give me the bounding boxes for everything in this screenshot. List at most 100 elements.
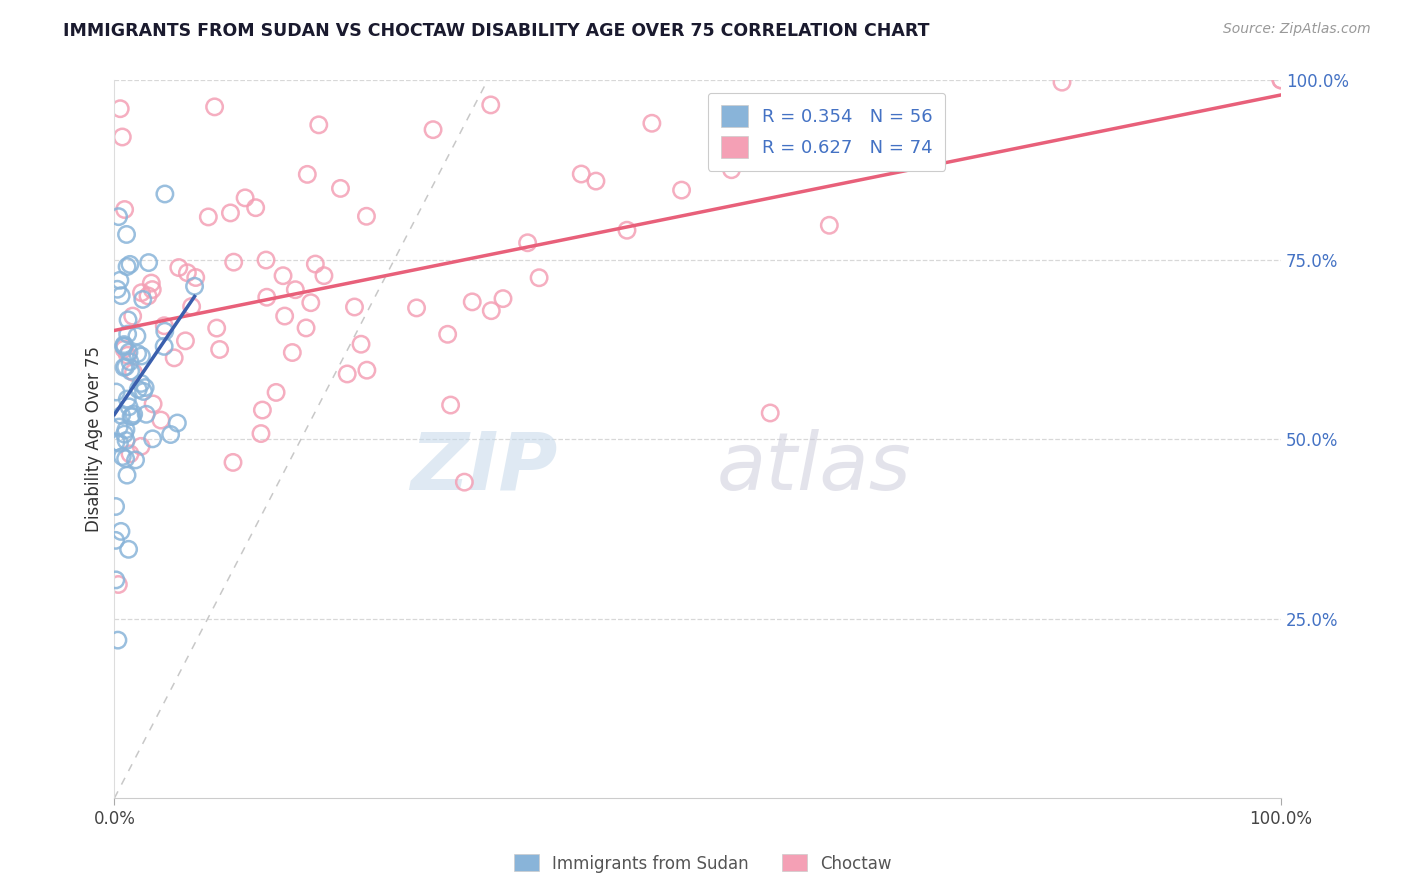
Point: [439, 398, 461, 412]
Point: [138, 255, 160, 269]
Point: [153, 186, 176, 201]
Point: [107, 282, 129, 296]
Point: [114, 202, 136, 217]
Point: [111, 450, 134, 464]
Point: [115, 434, 138, 448]
Point: [585, 174, 607, 188]
Point: [153, 339, 176, 353]
Point: [153, 324, 176, 338]
Point: [918, 102, 941, 116]
Point: [104, 435, 127, 450]
Point: [492, 292, 515, 306]
Point: [110, 102, 132, 116]
Point: [299, 295, 322, 310]
Point: [110, 524, 132, 539]
Point: [350, 337, 373, 351]
Point: [112, 360, 135, 375]
Point: [569, 167, 592, 181]
Point: [256, 290, 278, 304]
Point: [222, 255, 245, 269]
Point: [118, 345, 141, 359]
Point: [114, 427, 136, 442]
Point: [104, 533, 127, 548]
Legend: Immigrants from Sudan, Choctaw: Immigrants from Sudan, Choctaw: [508, 847, 898, 880]
Point: [222, 455, 245, 469]
Point: [132, 293, 155, 307]
Point: [671, 183, 693, 197]
Point: [527, 270, 550, 285]
Point: [197, 210, 219, 224]
Point: [136, 289, 159, 303]
Point: [167, 260, 190, 275]
Point: [112, 337, 135, 351]
Point: [129, 376, 152, 391]
Point: [245, 201, 267, 215]
Point: [121, 409, 143, 424]
Point: [159, 427, 181, 442]
Point: [114, 451, 136, 466]
Point: [107, 210, 129, 224]
Point: [759, 406, 782, 420]
Point: [254, 253, 277, 268]
Point: [115, 260, 138, 274]
Point: [479, 303, 502, 318]
Point: [422, 122, 444, 136]
Point: [818, 219, 841, 233]
Point: [108, 436, 131, 450]
Point: [118, 447, 141, 461]
Point: [356, 363, 378, 377]
Point: [204, 100, 226, 114]
Point: [141, 276, 163, 290]
Point: [174, 334, 197, 348]
Point: [720, 162, 742, 177]
Point: [105, 384, 128, 399]
Point: [281, 345, 304, 359]
Point: [336, 367, 359, 381]
Y-axis label: Disability Age Over 75: Disability Age Over 75: [86, 346, 103, 532]
Point: [108, 273, 131, 287]
Point: [163, 351, 186, 365]
Point: [115, 227, 138, 242]
Point: [516, 235, 538, 250]
Point: [142, 397, 165, 411]
Point: [107, 577, 129, 591]
Point: [343, 300, 366, 314]
Point: [132, 384, 155, 399]
Point: [436, 327, 458, 342]
Point: [1270, 73, 1292, 87]
Point: [166, 416, 188, 430]
Point: [111, 130, 134, 145]
Point: [153, 318, 176, 333]
Point: [110, 288, 132, 302]
Point: [453, 475, 475, 490]
Point: [117, 327, 139, 342]
Text: ZIP: ZIP: [411, 429, 558, 507]
Point: [117, 348, 139, 362]
Point: [117, 392, 139, 406]
Point: [131, 349, 153, 363]
Point: [252, 403, 274, 417]
Point: [208, 343, 231, 357]
Point: [131, 285, 153, 300]
Point: [284, 283, 307, 297]
Point: [149, 413, 172, 427]
Point: [112, 342, 135, 356]
Point: [125, 329, 148, 343]
Point: [329, 181, 352, 195]
Point: [308, 118, 330, 132]
Point: [120, 364, 142, 378]
Point: [117, 313, 139, 327]
Legend: R = 0.354   N = 56, R = 0.627   N = 74: R = 0.354 N = 56, R = 0.627 N = 74: [707, 93, 945, 171]
Point: [141, 283, 163, 297]
Point: [110, 409, 132, 423]
Point: [264, 385, 287, 400]
Point: [1050, 75, 1073, 89]
Point: [114, 359, 136, 374]
Point: [134, 381, 156, 395]
Point: [205, 321, 228, 335]
Point: [295, 321, 318, 335]
Text: Source: ZipAtlas.com: Source: ZipAtlas.com: [1223, 22, 1371, 37]
Point: [233, 191, 256, 205]
Point: [122, 366, 145, 380]
Point: [184, 270, 207, 285]
